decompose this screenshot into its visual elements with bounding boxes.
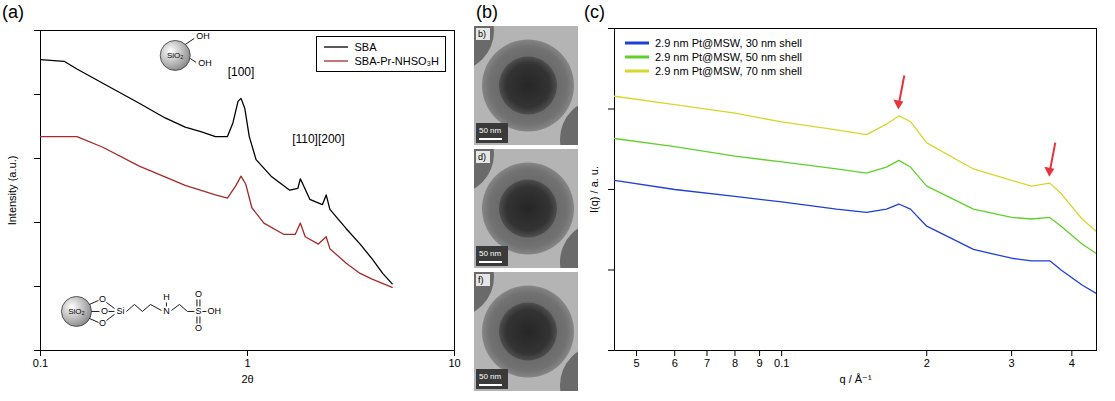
svg-text:1: 1 [244, 357, 250, 369]
svg-text:4: 4 [1069, 357, 1075, 369]
svg-text:N: N [163, 306, 170, 316]
svg-text:OH: OH [207, 306, 221, 316]
svg-text:S: S [195, 306, 201, 316]
svg-text:0.1: 0.1 [774, 357, 789, 369]
svg-text:9: 9 [757, 357, 763, 369]
html-text:2.9 nm Pt@MSW, 70 nm shell: 2.9 nm Pt@MSW, 70 nm shell [655, 65, 802, 77]
svg-text:Intensity (a.u.): Intensity (a.u.) [6, 156, 18, 226]
svg-text:50 nm: 50 nm [479, 249, 502, 258]
svg-text:[100]: [100] [228, 65, 255, 79]
svg-text:d): d) [478, 152, 486, 162]
html-text:SBA: SBA [354, 41, 377, 53]
svg-text:5: 5 [633, 357, 639, 369]
svg-text:H: H [163, 292, 170, 302]
svg-text:Si: Si [116, 306, 124, 316]
svg-text:O: O [99, 318, 106, 328]
svg-text:O: O [99, 294, 106, 304]
svg-text:8: 8 [732, 357, 738, 369]
svg-text:b): b) [478, 29, 486, 39]
svg-text:10: 10 [448, 357, 460, 369]
svg-text:f): f) [478, 275, 484, 285]
svg-text:6: 6 [672, 357, 678, 369]
html-text:(a): (a) [2, 2, 24, 22]
svg-text:I(q) / a. u.: I(q) / a. u. [588, 166, 600, 213]
svg-text:OH: OH [196, 31, 210, 41]
svg-text:50 nm: 50 nm [479, 372, 502, 381]
svg-text:O: O [195, 323, 202, 333]
html-text:(c): (c) [584, 2, 605, 22]
svg-text:50 nm: 50 nm [479, 126, 502, 135]
svg-text:O: O [101, 306, 108, 316]
svg-text:O: O [195, 289, 202, 299]
svg-text:SiO₂: SiO₂ [68, 307, 84, 316]
svg-text:0.1: 0.1 [33, 357, 48, 369]
svg-text:3: 3 [1009, 357, 1015, 369]
svg-text:2θ: 2θ [241, 373, 253, 385]
html-text:2.9 nm Pt@MSW, 50 nm shell: 2.9 nm Pt@MSW, 50 nm shell [655, 51, 802, 63]
html-text:SBA-Pr-NHSO₃H: SBA-Pr-NHSO₃H [354, 55, 439, 67]
html-text:2.9 nm Pt@MSW, 30 nm shell: 2.9 nm Pt@MSW, 30 nm shell [655, 37, 802, 49]
svg-text:7: 7 [704, 357, 710, 369]
svg-text:OH: OH [198, 58, 212, 68]
svg-text:q / Å⁻¹: q / Å⁻¹ [839, 373, 871, 385]
html-text:(b): (b) [476, 2, 498, 22]
svg-text:2: 2 [924, 357, 930, 369]
svg-text:[110][200]: [110][200] [292, 132, 345, 146]
svg-text:SiO₂: SiO₂ [167, 51, 183, 60]
